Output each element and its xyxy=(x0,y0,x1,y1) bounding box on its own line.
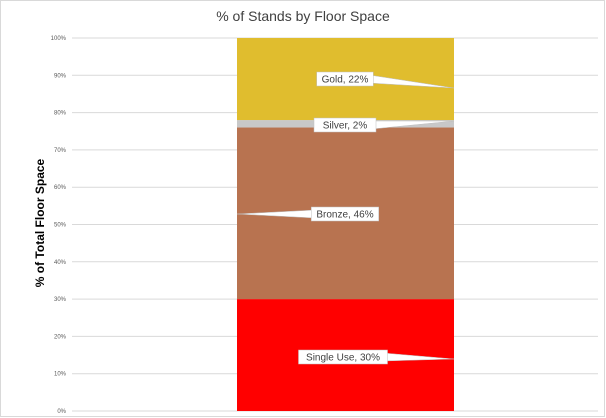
y-tick-label: 60% xyxy=(54,185,67,191)
chart-title: % of Stands by Floor Space xyxy=(216,8,390,24)
y-tick-label: 0% xyxy=(57,409,66,415)
y-tick-label: 70% xyxy=(54,148,67,154)
y-tick-label: 10% xyxy=(54,372,67,378)
data-label: Gold, 22% xyxy=(322,75,369,86)
data-label: Silver, 2% xyxy=(323,121,368,132)
callout-box xyxy=(298,349,388,365)
y-axis-label: % of Total Floor Space xyxy=(33,158,47,287)
y-tick-label: 20% xyxy=(54,334,67,340)
callout-box xyxy=(316,71,374,87)
callout-box xyxy=(313,117,377,133)
y-tick-label: 100% xyxy=(51,36,67,42)
y-tick-label: 80% xyxy=(54,111,67,117)
data-labels: Single Use, 30% Bronze, 46% Silver, 2% Gold… xyxy=(236,71,455,365)
y-tick-label: 30% xyxy=(54,297,67,303)
y-axis-ticks: 0% 10% 20% 30% 40% 50% 60% 70% 80% 90% 100% xyxy=(51,36,67,415)
y-tick-label: 50% xyxy=(54,223,67,229)
y-tick-label: 90% xyxy=(54,73,67,79)
y-tick-label: 40% xyxy=(54,260,67,266)
data-label: Single Use, 30% xyxy=(306,353,380,364)
callout-box xyxy=(311,206,379,222)
data-label: Bronze, 46% xyxy=(316,210,373,221)
